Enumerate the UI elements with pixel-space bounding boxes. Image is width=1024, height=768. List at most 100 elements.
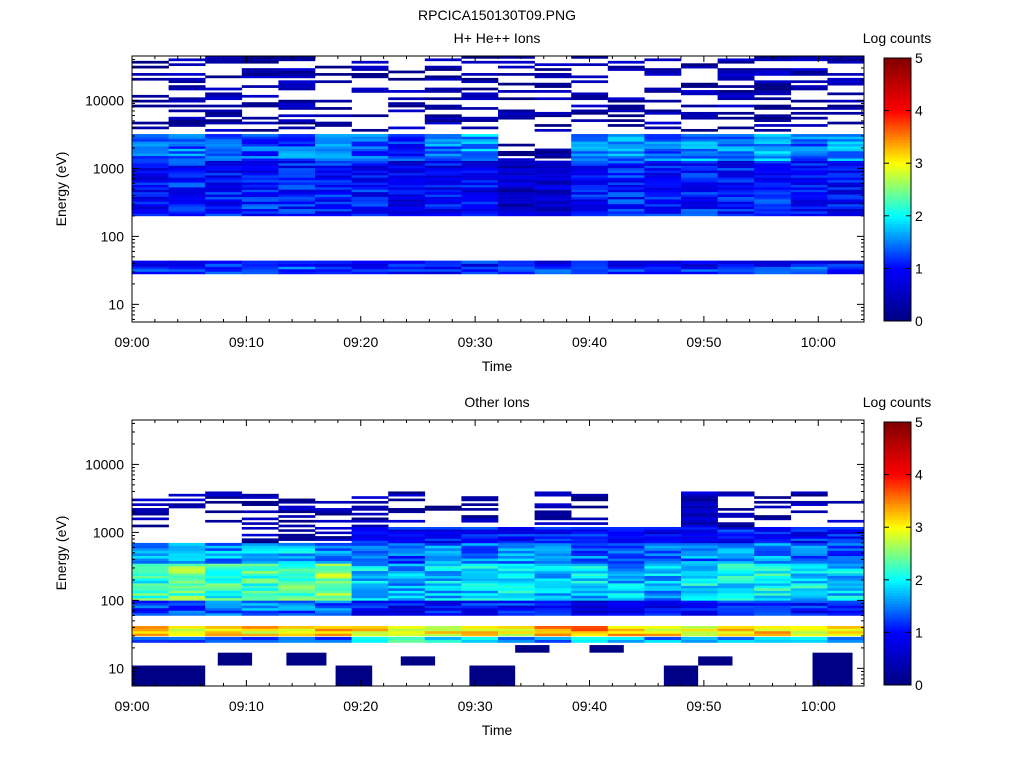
heatmap-cell: [644, 179, 682, 183]
heatmap-cell: [132, 172, 169, 176]
heatmap-cell: [681, 636, 718, 641]
heatmap-cell: [498, 568, 535, 572]
heatmap-cell: [315, 555, 352, 559]
heatmap-cell: [241, 610, 279, 614]
heatmap-cell: [315, 148, 352, 152]
heatmap-cell: [388, 550, 426, 554]
heatmap-cell: [534, 555, 572, 559]
heatmap-cell: [205, 625, 243, 629]
heatmap-cell: [351, 628, 389, 632]
colorbar-swatch: [884, 200, 911, 204]
heatmap-cell: [790, 529, 828, 532]
heatmap-cell: [681, 260, 718, 264]
heatmap-cell: [132, 560, 169, 564]
heatmap-cell: [827, 199, 865, 202]
heatmap-cell: [132, 592, 169, 596]
heatmap-cell: [424, 175, 462, 178]
x-tick-label: 09:10: [229, 334, 264, 350]
heatmap-cell: [388, 196, 426, 200]
heatmap-cell: [241, 146, 279, 149]
heatmap-cell: [241, 158, 279, 161]
heatmap-cell: [351, 602, 389, 606]
heatmap-cell: [827, 600, 865, 604]
colorbar-swatch: [884, 202, 911, 206]
heatmap-cell: [315, 527, 352, 530]
heatmap-cell: [278, 592, 316, 596]
heatmap-cell: [498, 639, 535, 643]
heatmap-cell: [607, 134, 645, 137]
colorbar-swatch: [884, 506, 911, 510]
heatmap-cell: [205, 583, 243, 586]
heatmap-cell: [132, 203, 169, 207]
heatmap-cell: [607, 187, 645, 190]
colorbar-swatch: [884, 642, 911, 646]
heatmap-cell: [790, 56, 828, 59]
heatmap-cell: [388, 163, 426, 166]
colorbar-swatch: [884, 81, 911, 85]
heatmap-cell: [424, 116, 462, 120]
heatmap-cell: [168, 165, 206, 169]
heatmap-cell: [241, 588, 279, 591]
heatmap-cell: [315, 605, 352, 609]
heatmap-cell: [644, 592, 682, 596]
heatmap-cell: [790, 585, 828, 589]
heatmap-cell: [534, 600, 572, 604]
heatmap-cell: [607, 179, 645, 183]
heatmap-cell: [681, 508, 718, 511]
heatmap-cell: [827, 153, 865, 157]
heatmap-cell: [241, 607, 279, 611]
heatmap-cell: [534, 201, 572, 205]
heatmap-cell: [589, 645, 624, 653]
heatmap-cell: [717, 555, 755, 559]
heatmap-cell: [205, 585, 243, 589]
heatmap-cell: [388, 529, 426, 532]
colorbar-swatch: [884, 608, 911, 612]
heatmap-cell: [461, 610, 499, 614]
heatmap-cell: [681, 573, 718, 577]
heatmap-cell: [827, 213, 865, 217]
heatmap-cell: [132, 550, 169, 554]
heatmap-cell: [132, 605, 169, 609]
heatmap-cell: [351, 533, 389, 537]
heatmap-cell: [717, 136, 755, 140]
heatmap-cell: [132, 189, 169, 193]
heatmap-cell: [388, 610, 426, 614]
heatmap-h-ions: [132, 56, 865, 275]
colorbar-swatch: [884, 571, 911, 575]
heatmap-cell: [315, 500, 352, 504]
heatmap-cell: [607, 263, 645, 267]
heatmap-cell: [534, 636, 572, 641]
heatmap-cell: [388, 177, 426, 181]
heatmap-cell: [424, 602, 462, 606]
heatmap-cell: [461, 625, 499, 629]
heatmap-cell: [498, 82, 535, 86]
heatmap-cell: [498, 583, 535, 586]
heatmap-cell: [534, 531, 572, 535]
heatmap-cell: [498, 548, 535, 551]
colorbar-swatch: [884, 184, 911, 188]
colorbar-swatch: [884, 139, 911, 143]
colorbar-swatch: [884, 126, 911, 130]
heatmap-cell: [424, 191, 462, 195]
heatmap-cell: [168, 271, 206, 275]
heatmap-cell: [168, 116, 206, 120]
heatmap-cell: [132, 191, 169, 195]
heatmap-cell: [717, 170, 755, 173]
colorbar-swatch: [884, 619, 911, 623]
colorbar-swatch: [884, 611, 911, 615]
heatmap-cell: [571, 177, 609, 181]
heatmap-cell: [644, 90, 682, 93]
colorbar-swatch: [884, 458, 911, 462]
heatmap-cell: [278, 138, 316, 142]
heatmap-cell: [388, 141, 426, 145]
heatmap-cell: [461, 590, 499, 594]
heatmap-cell: [790, 203, 828, 207]
heatmap-cell: [241, 203, 279, 207]
heatmap-cell: [388, 167, 426, 171]
heatmap-cell: [461, 138, 499, 142]
heatmap-cell: [205, 588, 243, 591]
heatmap-cell: [388, 545, 426, 549]
heatmap-cell: [607, 109, 645, 113]
heatmap-cell: [644, 70, 682, 74]
heatmap-cell: [790, 134, 828, 137]
